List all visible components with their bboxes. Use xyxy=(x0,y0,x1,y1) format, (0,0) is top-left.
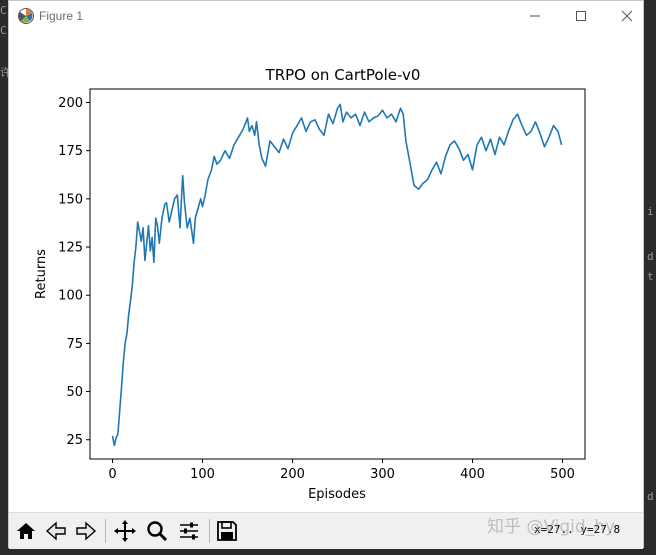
y-tick-label: 50 xyxy=(66,385,83,400)
y-tick-label: 125 xyxy=(58,241,83,256)
minimize-icon xyxy=(530,15,540,17)
pan-button[interactable] xyxy=(111,517,139,545)
forward-icon xyxy=(76,521,97,541)
x-tick-label: 0 xyxy=(108,467,116,482)
x-axis: 0 100 200 300 400 500 xyxy=(108,459,575,482)
home-icon xyxy=(17,523,35,539)
background-text-4: i xyxy=(647,205,654,218)
close-button[interactable] xyxy=(604,1,650,31)
x-tick-label: 100 xyxy=(190,467,215,482)
background-text-2: C xyxy=(0,24,7,37)
maximize-icon xyxy=(576,11,586,21)
returns-line xyxy=(111,103,563,447)
y-tick-label: 150 xyxy=(58,192,83,207)
y-tick-label: 100 xyxy=(58,289,83,304)
save-icon xyxy=(217,521,237,541)
plot-area xyxy=(89,88,586,460)
y-axis: 25 50 75 100 125 150 175 200 xyxy=(58,96,90,448)
background-text-3: 许 xyxy=(0,66,11,79)
back-button[interactable] xyxy=(42,517,70,545)
maximize-button[interactable] xyxy=(558,1,604,31)
navigation-toolbar: x=27.. y=27.8 xyxy=(9,512,643,549)
x-tick-label: 200 xyxy=(280,467,305,482)
minimize-button[interactable] xyxy=(512,1,558,31)
pan-icon xyxy=(114,520,136,542)
close-icon xyxy=(621,10,633,22)
title-bar[interactable]: Figure 1 xyxy=(9,1,643,31)
figure-window: Figure 1 TRPO on CartPole-v0 25 50 75 100 12… xyxy=(8,0,644,549)
zoom-button[interactable] xyxy=(143,517,171,545)
y-tick-label: 175 xyxy=(58,144,83,159)
toolbar-separator xyxy=(105,519,106,543)
toolbar-separator xyxy=(209,519,210,543)
x-tick-label: 500 xyxy=(550,467,575,482)
y-tick-label: 25 xyxy=(66,433,83,448)
x-tick-label: 400 xyxy=(460,467,485,482)
home-button[interactable] xyxy=(12,517,40,545)
forward-button[interactable] xyxy=(72,517,100,545)
line-chart: TRPO on CartPole-v0 25 50 75 100 125 150 175 20… xyxy=(34,66,586,502)
y-tick-label: 75 xyxy=(66,337,83,352)
x-tick-label: 300 xyxy=(370,467,395,482)
y-tick-label: 200 xyxy=(58,96,83,111)
save-button[interactable] xyxy=(213,517,241,545)
window-title: Figure 1 xyxy=(39,9,84,23)
zoom-icon xyxy=(147,521,168,542)
back-icon xyxy=(45,521,66,541)
chart-title: TRPO on CartPole-v0 xyxy=(265,66,421,84)
background-text-1: C xyxy=(0,4,7,17)
y-axis-label: Returns xyxy=(34,249,49,299)
cursor-coordinates: x=27.. y=27.8 xyxy=(534,523,621,536)
background-text-5: d xyxy=(647,250,654,263)
figure-canvas[interactable]: TRPO on CartPole-v0 25 50 75 100 125 150 175 20… xyxy=(9,31,643,511)
background-text-6: t xyxy=(647,270,654,283)
subplots-icon xyxy=(180,522,198,540)
background-text-7: d xyxy=(647,490,654,503)
subplots-button[interactable] xyxy=(175,517,203,545)
x-axis-label: Episodes xyxy=(308,487,366,502)
matplotlib-logo-icon xyxy=(17,7,35,25)
